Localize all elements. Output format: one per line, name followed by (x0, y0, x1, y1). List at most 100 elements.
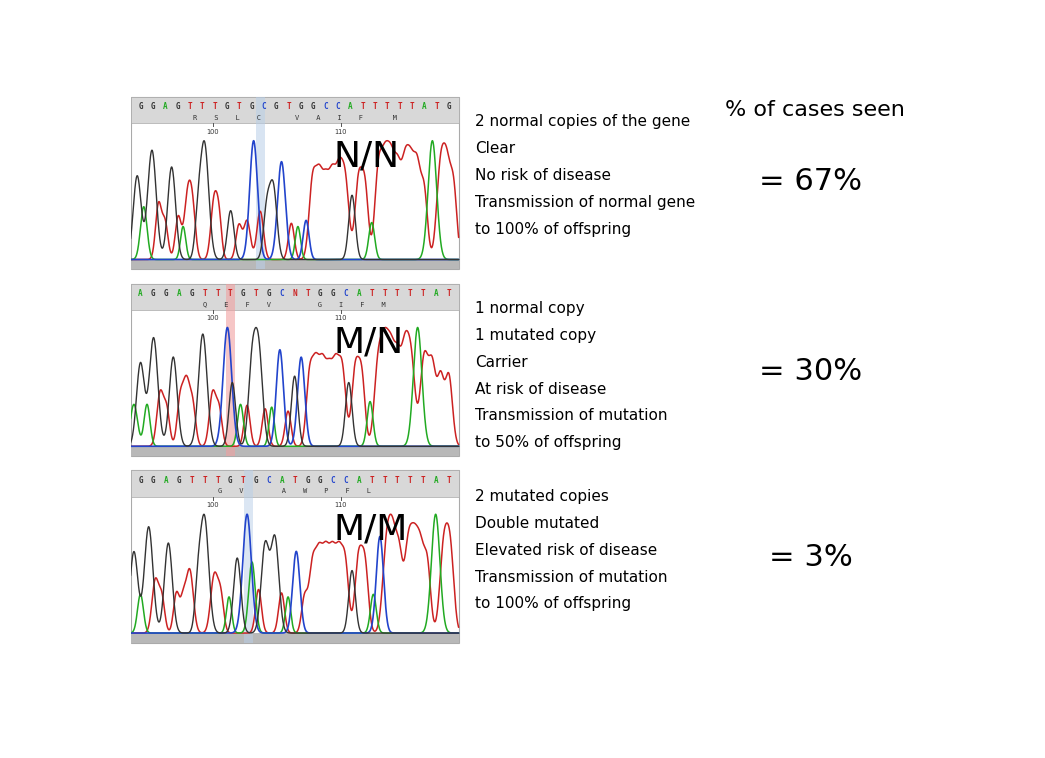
Text: G: G (138, 102, 143, 111)
Text: T: T (408, 476, 413, 485)
Text: T: T (421, 290, 425, 298)
Text: A: A (434, 476, 438, 485)
Text: G: G (138, 476, 143, 485)
Text: M/N: M/N (334, 326, 404, 360)
Text: C: C (261, 102, 266, 111)
Text: G: G (318, 290, 323, 298)
Text: A: A (348, 102, 352, 111)
Text: 100: 100 (206, 503, 219, 508)
Text: to 100% of offspring: to 100% of offspring (474, 221, 631, 236)
Text: G: G (331, 290, 335, 298)
Text: T: T (369, 290, 374, 298)
Text: No risk of disease: No risk of disease (474, 168, 611, 183)
Text: A: A (138, 290, 143, 298)
Text: Q    E    F    V           G    I    F    M: Q E F V G I F M (203, 302, 386, 308)
Text: G: G (164, 290, 168, 298)
Text: G: G (249, 102, 254, 111)
Text: T: T (189, 476, 194, 485)
Text: G: G (305, 476, 309, 485)
Text: G: G (254, 476, 258, 485)
Text: 2 mutated copies: 2 mutated copies (474, 489, 608, 504)
Text: G: G (310, 102, 316, 111)
Bar (131, 446, 459, 456)
Text: G: G (150, 290, 156, 298)
Text: Clear: Clear (474, 141, 515, 156)
Text: = 30%: = 30% (760, 356, 862, 386)
Text: G: G (446, 102, 451, 111)
Text: G: G (318, 476, 323, 485)
Text: A: A (163, 102, 167, 111)
Text: G: G (266, 290, 272, 298)
Text: T: T (421, 476, 425, 485)
Text: A: A (356, 290, 362, 298)
Text: G: G (150, 102, 155, 111)
Text: C: C (344, 476, 348, 485)
Text: N/N: N/N (334, 139, 400, 173)
Text: T: T (410, 102, 414, 111)
Text: to 50% of offspring: to 50% of offspring (474, 435, 622, 450)
Text: T: T (385, 102, 390, 111)
Bar (131, 470, 459, 643)
Text: T: T (228, 290, 233, 298)
Text: Transmission of normal gene: Transmission of normal gene (474, 195, 695, 210)
Text: 110: 110 (334, 503, 347, 508)
Text: T: T (237, 102, 241, 111)
Text: T: T (187, 102, 192, 111)
Text: A: A (434, 290, 438, 298)
Text: T: T (305, 290, 309, 298)
Text: T: T (361, 102, 365, 111)
Text: T: T (293, 476, 297, 485)
Text: T: T (395, 290, 399, 298)
Text: C: C (266, 476, 272, 485)
Bar (131, 283, 459, 310)
Text: = 3%: = 3% (769, 543, 853, 572)
Text: G: G (241, 290, 246, 298)
Text: A: A (422, 102, 426, 111)
Text: G: G (189, 290, 194, 298)
Text: T: T (382, 290, 387, 298)
Text: 2 normal copies of the gene: 2 normal copies of the gene (474, 114, 690, 130)
Text: T: T (241, 476, 246, 485)
Text: G: G (228, 476, 233, 485)
Text: T: T (215, 290, 219, 298)
Bar (131, 259, 459, 269)
Text: T: T (286, 102, 291, 111)
Bar (226, 283, 235, 456)
Text: T: T (408, 290, 413, 298)
Text: Elevated risk of disease: Elevated risk of disease (474, 543, 657, 558)
Text: = 67%: = 67% (760, 167, 862, 196)
Text: C: C (323, 102, 328, 111)
Text: A: A (279, 476, 284, 485)
Text: T: T (446, 476, 451, 485)
Text: C: C (344, 290, 348, 298)
Text: T: T (382, 476, 387, 485)
Text: G: G (177, 476, 182, 485)
Text: Double mutated: Double mutated (474, 516, 599, 531)
Bar (245, 470, 253, 643)
Text: T: T (203, 476, 207, 485)
Text: T: T (372, 102, 377, 111)
Text: T: T (395, 476, 399, 485)
Text: 1 mutated copy: 1 mutated copy (474, 328, 596, 343)
Text: G: G (150, 476, 156, 485)
Text: A: A (177, 290, 182, 298)
Text: M/M: M/M (334, 512, 409, 547)
Text: Transmission of mutation: Transmission of mutation (474, 409, 668, 424)
Text: 100: 100 (206, 129, 219, 135)
Text: G: G (274, 102, 278, 111)
Text: T: T (446, 290, 451, 298)
Text: 110: 110 (334, 129, 347, 135)
Bar (131, 283, 459, 456)
Text: % of cases seen: % of cases seen (725, 100, 905, 120)
Text: G: G (176, 102, 180, 111)
Text: R    S    L    C        V    A    I    F       M: R S L C V A I F M (192, 114, 397, 121)
Text: T: T (254, 290, 258, 298)
Bar (131, 470, 459, 497)
Text: G    V         A    W    P    F    L: G V A W P F L (218, 488, 371, 494)
Bar (131, 97, 459, 269)
Text: Transmission of mutation: Transmission of mutation (474, 569, 668, 584)
Text: G: G (299, 102, 303, 111)
Text: C: C (331, 476, 335, 485)
Text: T: T (215, 476, 219, 485)
Text: At risk of disease: At risk of disease (474, 381, 606, 396)
